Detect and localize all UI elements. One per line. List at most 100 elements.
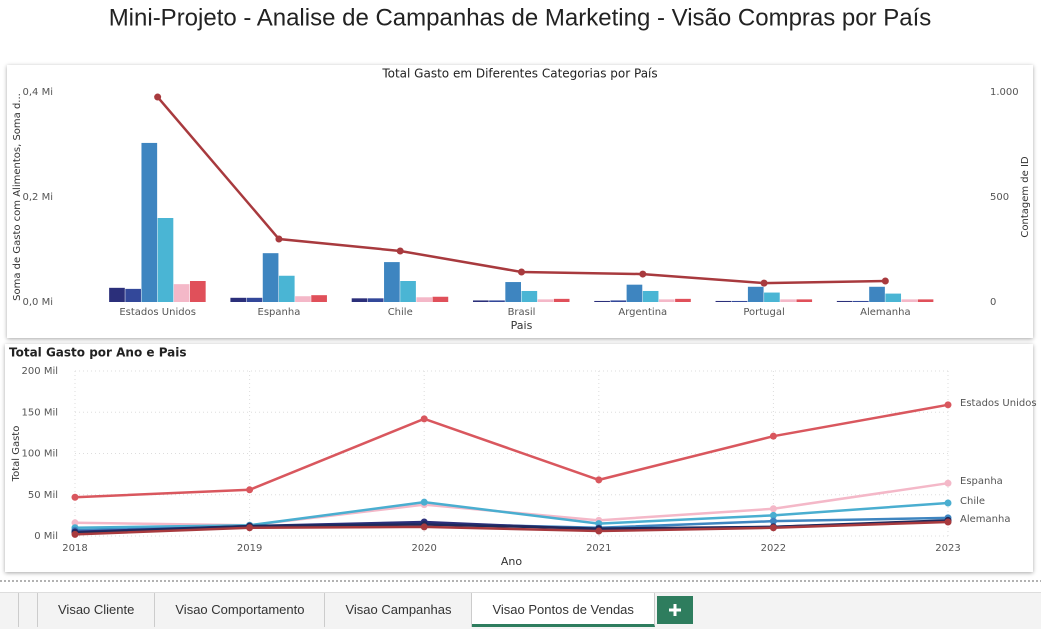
bar: [796, 299, 813, 302]
line-marker: [769, 517, 777, 525]
x-tick-label: 2018: [62, 543, 87, 554]
line-marker: [944, 401, 952, 409]
bar: [109, 287, 125, 302]
chart-title: Total Gasto em Diferentes Categorias por…: [381, 67, 657, 81]
line-marker: [639, 270, 647, 278]
x-axis-label: Pais: [511, 319, 533, 332]
line-marker: [769, 505, 777, 513]
line: [74, 403, 949, 499]
page-tab[interactable]: Visao Pontos de Vendas: [472, 593, 655, 627]
bar: [311, 295, 327, 302]
bar: [367, 298, 384, 302]
bar: [157, 218, 174, 302]
line-marker: [769, 524, 777, 532]
add-page-area: [656, 596, 693, 624]
x-tick-label: Alemanha: [860, 307, 910, 318]
bar: [246, 297, 263, 302]
chart-title: Total Gasto por Ano e Pais: [9, 346, 187, 360]
bar: [141, 142, 158, 302]
bar: [173, 284, 190, 302]
bar: [594, 300, 610, 302]
x-tick-label: Argentina: [618, 307, 667, 318]
y-tick-label: 0 Mil: [34, 531, 58, 542]
line-marker: [760, 279, 768, 287]
bar: [400, 281, 416, 302]
tab-bar: Visao Cliente Visao Comportamento Visao Ca…: [0, 592, 1041, 629]
line-marker: [769, 432, 777, 440]
line: [74, 520, 949, 536]
bar: [472, 300, 489, 302]
x-tick-label: 2022: [761, 543, 786, 554]
line-marker: [420, 523, 428, 531]
line-marker: [154, 93, 162, 101]
page-title: Mini-Projeto - Analise de Campanhas de M…: [109, 4, 932, 31]
bar: [675, 298, 691, 302]
x-tick-label: Espanha: [258, 307, 301, 318]
bar: [642, 290, 659, 302]
bar: [917, 299, 934, 302]
line-marker: [71, 493, 79, 501]
bar: [230, 297, 247, 302]
line-marker: [396, 247, 404, 255]
line: [74, 500, 949, 529]
bar: [537, 299, 554, 302]
bar: [295, 296, 311, 302]
series-label: Chile: [960, 496, 985, 507]
line-marker: [881, 277, 889, 285]
line-marker: [944, 499, 952, 507]
line-marker: [246, 524, 254, 532]
x-tick-label: 2023: [935, 543, 960, 554]
bar: [715, 300, 732, 302]
bar: [885, 293, 902, 302]
y2-axis-label: Contagem de ID: [1020, 156, 1031, 238]
bar: [747, 286, 764, 302]
series-label: Alemanha: [960, 514, 1010, 525]
x-axis-label: Ano: [501, 555, 522, 568]
bar: [731, 300, 748, 302]
bar: [432, 296, 449, 302]
line-marker: [246, 486, 254, 494]
line-marker: [769, 511, 777, 519]
y-tick-label: 0,0 Mi: [23, 297, 54, 308]
bar: [505, 282, 521, 302]
y-axis-label: Total Gasto: [11, 426, 22, 483]
line-marker: [71, 530, 79, 538]
bar: [553, 298, 570, 302]
bar: [521, 290, 538, 302]
scroll-right[interactable]: [19, 593, 38, 627]
line-marker: [275, 235, 283, 243]
x-tick-label: Estados Unidos: [119, 307, 196, 318]
y-tick-label: 100 Mil: [22, 449, 58, 460]
page-tab[interactable]: Visao Cliente: [38, 593, 156, 627]
x-tick-label: Brasil: [508, 307, 536, 318]
bar: [780, 299, 796, 302]
bar: [262, 253, 279, 302]
bar: [853, 300, 869, 302]
bar: [901, 299, 918, 302]
bar: [351, 298, 368, 302]
report-canvas: Mini-Projeto - Analise de Campanhas de M…: [0, 4, 1041, 582]
x-tick-label: Portugal: [743, 307, 784, 318]
series-label: Estados Unidos: [960, 398, 1037, 409]
bar: [189, 281, 206, 302]
y-tick-label: 0,4 Mi: [23, 87, 54, 98]
line-marker: [944, 479, 952, 487]
page-tab[interactable]: Visao Campanhas: [325, 593, 473, 627]
bar: [836, 300, 853, 302]
line-marker: [595, 476, 603, 484]
y-tick-label: 50 Mil: [28, 490, 58, 501]
line-marker: [420, 415, 428, 423]
line-marker: [595, 527, 603, 535]
bar: [869, 286, 885, 302]
scroll-left[interactable]: [0, 593, 19, 627]
series-label: Espanha: [960, 476, 1003, 487]
bar: [278, 275, 295, 302]
bar: [489, 300, 505, 302]
x-tick-label: 2020: [411, 543, 436, 554]
bar: [764, 292, 780, 302]
x-tick-label: 2021: [586, 543, 611, 554]
line-marker: [71, 519, 79, 527]
y-tick-label: 150 Mil: [22, 407, 58, 418]
page-tab[interactable]: Visao Comportamento: [155, 593, 326, 627]
